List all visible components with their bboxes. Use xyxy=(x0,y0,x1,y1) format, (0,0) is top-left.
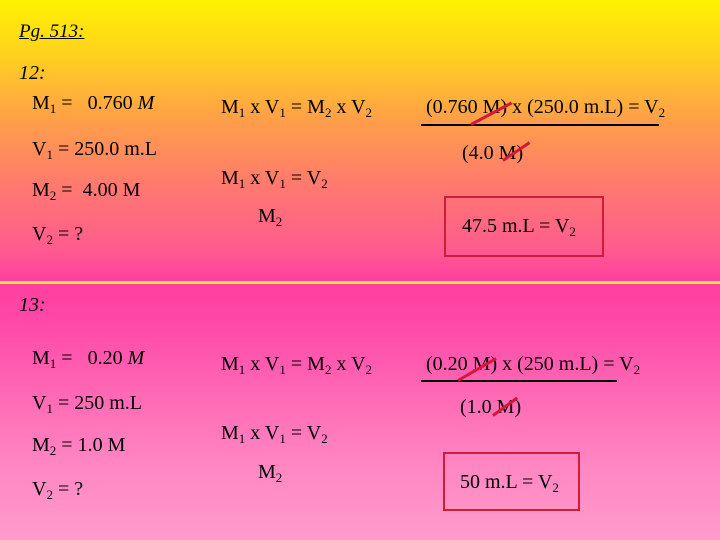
problem-12-substitution-numerator: (0.760 M) x (250.0 m.L) = V2 xyxy=(426,96,666,120)
problem-13-rearranged-denominator: M2 xyxy=(258,461,283,485)
problem-13-given-v2: V2 = ? xyxy=(32,478,84,502)
problem-12-given-m2: M2 = 4.00 M xyxy=(32,179,141,203)
page-reference: Pg. 513: xyxy=(19,21,85,42)
problem-13-rearranged-numerator: M1 x V1 = V2 xyxy=(221,422,328,446)
problem-12-number: 12: xyxy=(19,62,46,84)
problem-13-substitution-denominator: (1.0 M) xyxy=(460,396,522,418)
section-divider xyxy=(0,281,720,284)
problem-13-answer-box xyxy=(443,452,580,511)
problem-12-dilution-equation: M1 x V1 = M2 x V2 xyxy=(221,96,373,120)
problem-13-number: 13: xyxy=(19,294,46,316)
problem-12-rearranged-denominator: M2 xyxy=(258,205,283,229)
problem-12-given-m1: M1 = 0.760 M xyxy=(32,92,155,116)
problem-13-dilution-equation: M1 x V1 = M2 x V2 xyxy=(221,353,373,377)
problem-13-fraction-bar xyxy=(421,380,617,382)
problem-12-rearranged-numerator: M1 x V1 = V2 xyxy=(221,167,328,191)
problem-12-given-v1: V1 = 250.0 m.L xyxy=(32,138,158,162)
problem-13-given-v1: V1 = 250 m.L xyxy=(32,392,143,416)
problem-13-given-m2: M2 = 1.0 M xyxy=(32,434,126,458)
problem-12-fraction-bar xyxy=(421,124,659,126)
problem-12-given-v2: V2 = ? xyxy=(32,223,84,247)
problem-12-answer: 47.5 m.L = V2 xyxy=(462,215,576,239)
problem-13-substitution-numerator: (0.20 M) x (250 m.L) = V2 xyxy=(426,353,641,377)
problem-13-answer: 50 m.L = V2 xyxy=(460,471,559,495)
problem-13-given-m1: M1 = 0.20 M xyxy=(32,347,145,371)
problem-12-answer-box xyxy=(444,196,604,257)
